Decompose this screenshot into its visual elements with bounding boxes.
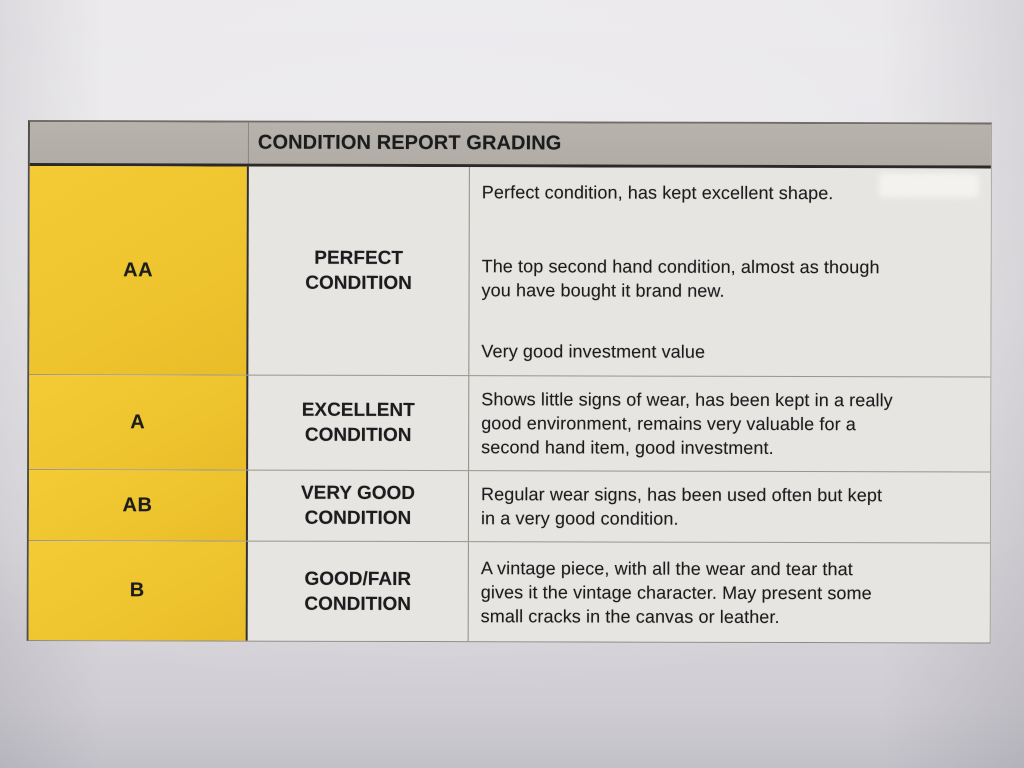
description-line: gives it the vintage character. May pres… [480,581,872,603]
description-paragraph: Shows little signs of wear, has been kep… [481,387,972,460]
table-header-row: CONDITION REPORT GRADING [29,122,991,169]
description-line: A vintage piece, with all the wear and t… [480,557,853,579]
description-paragraph: Very good investment value [481,341,706,362]
description-line: Shows little signs of wear, has been kep… [481,389,893,411]
grade-cell-aa: AA [29,166,249,375]
description-line: small cracks in the canvas or leather. [480,605,780,627]
grade-label: A [130,410,146,433]
condition-label-cell-ab: VERY GOOD CONDITION [247,470,470,542]
condition-label-cell-a: EXCELLENT CONDITION [248,375,470,471]
condition-label-cell-b: GOOD/FAIR CONDITION [247,541,469,642]
grade-cell-a: A [29,375,249,470]
description-paragraph: The top second hand condition, almost as… [482,254,973,303]
table-title-cell: CONDITION REPORT GRADING [249,123,991,166]
table-row-aa: AA PERFECT CONDITION Perfect condition, … [29,166,991,377]
grade-label: B [129,579,145,602]
condition-label-line: CONDITION [304,424,412,447]
grade-cell-b: B [28,541,248,641]
grade-cell-ab: AB [28,470,249,541]
description-paragraph: Perfect condition, has kept excellent sh… [481,182,834,204]
condition-label-line: CONDITION [305,272,412,295]
description-line: second hand item, good investment. [481,437,774,458]
description-cell-aa: Perfect condition, has kept excellent sh… [469,167,991,376]
description-line: you have bought it brand new. [481,280,725,301]
condition-label-line: CONDITION [304,593,412,615]
condition-label-line: EXCELLENT [301,399,415,422]
description-paragraph: A vintage piece, with all the wear and t… [481,556,972,629]
description-cell-b: A vintage piece, with all the wear and t… [469,542,990,642]
condition-label-line: CONDITION [304,507,412,530]
description-cell-a: Shows little signs of wear, has been kep… [469,376,990,471]
condition-label-line: GOOD/FAIR [304,568,412,590]
description-line: good environment, remains very valuable … [481,413,856,435]
description-paragraph: Regular wear signs, has been used often … [481,482,972,531]
table-row-a: A EXCELLENT CONDITION Shows little signs… [29,374,991,472]
description-line: The top second hand condition, almost as… [481,256,880,278]
grade-label: AA [123,258,154,281]
description-cell-ab: Regular wear signs, has been used often … [469,471,990,542]
header-corner-cell [29,122,249,164]
description-line: in a very good condition. [480,508,679,529]
table-row-b: B GOOD/FAIR CONDITION A vintage piece, w… [28,540,990,643]
condition-label-cell-aa: PERFECT CONDITION [248,166,470,376]
condition-report-grading-table: CONDITION REPORT GRADING AA PERFECT COND… [26,120,992,644]
table-row-ab: AB VERY GOOD CONDITION Regular wear sign… [28,469,991,543]
description-line: Regular wear signs, has been used often … [480,484,883,506]
grade-label: AB [122,493,153,516]
table-title: CONDITION REPORT GRADING [257,131,562,155]
condition-label-line: VERY GOOD [300,482,416,505]
condition-label-line: PERFECT [314,247,404,269]
